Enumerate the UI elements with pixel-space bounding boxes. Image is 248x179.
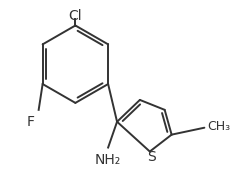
- Text: NH₂: NH₂: [95, 154, 121, 168]
- Text: F: F: [27, 115, 35, 129]
- Text: CH₃: CH₃: [207, 120, 230, 133]
- Text: S: S: [147, 151, 156, 165]
- Text: Cl: Cl: [68, 9, 82, 23]
